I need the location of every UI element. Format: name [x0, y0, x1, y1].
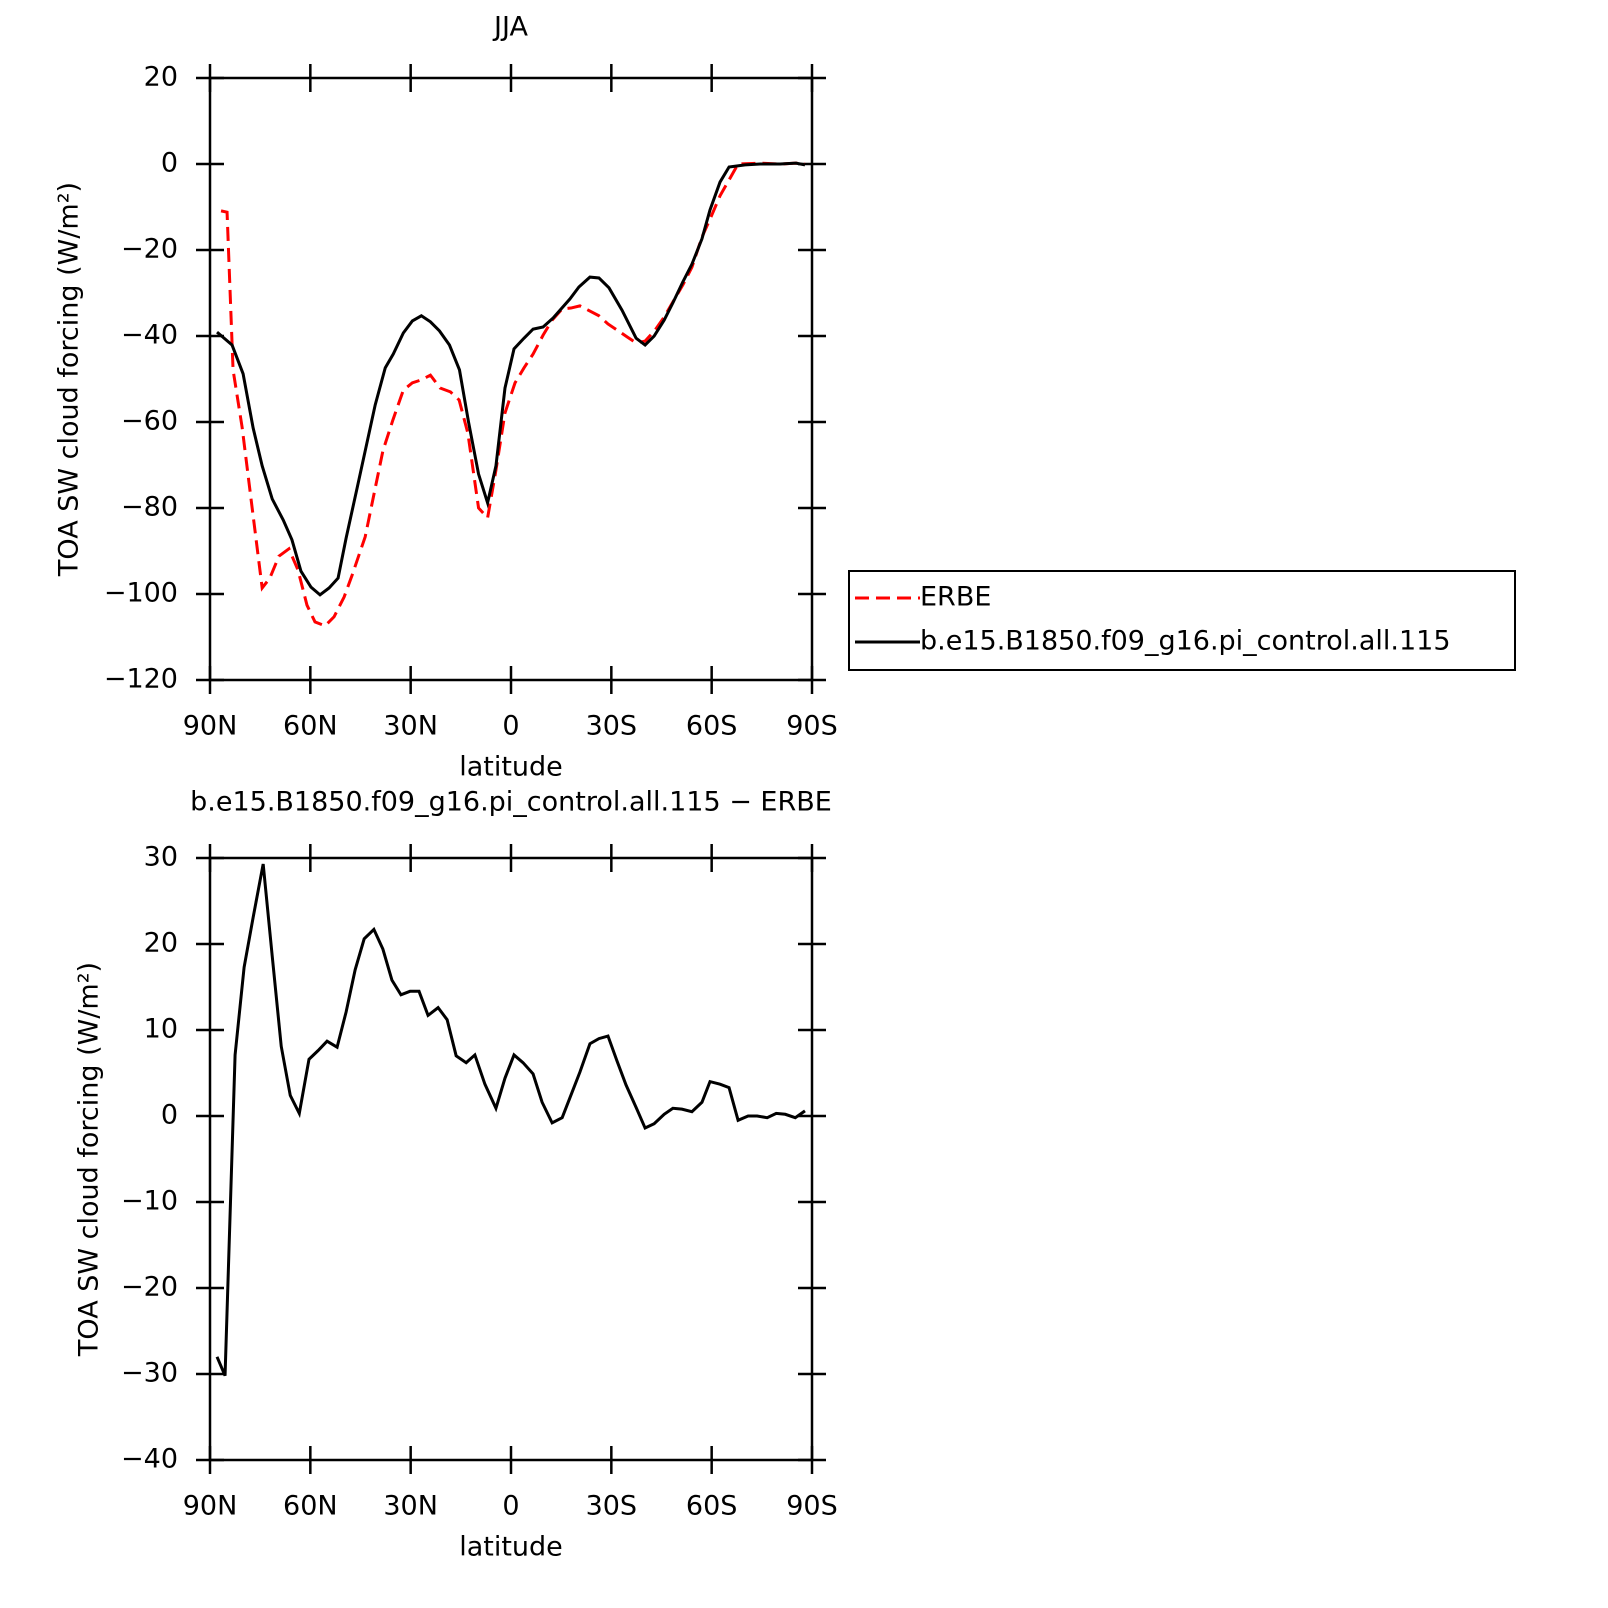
- y-tick-label: 0: [161, 148, 178, 179]
- x-tick-label: 30S: [586, 1491, 638, 1522]
- x-tick-label: 90S: [786, 1491, 838, 1522]
- x-tick-label: 90N: [183, 1491, 238, 1522]
- y-tick-label: 20: [144, 62, 178, 93]
- y-tick-label: −10: [121, 1186, 178, 1217]
- y-tick-label: −30: [121, 1358, 178, 1389]
- x-tick-label: 60N: [283, 1491, 338, 1522]
- y-tick-label: −20: [121, 1272, 178, 1303]
- legend-label: b.e15.B1850.f09_g16.pi_control.all.115: [920, 626, 1451, 657]
- x-tick-label: 90N: [183, 711, 238, 742]
- y-tick-label: −60: [121, 406, 178, 437]
- x-tick-label: 30N: [383, 1491, 438, 1522]
- y-tick-label: 30: [144, 842, 178, 873]
- y-tick-label: 10: [144, 1014, 178, 1045]
- x-axis-label: latitude: [459, 752, 563, 783]
- y-tick-label: −120: [104, 664, 178, 695]
- y-tick-label: −100: [104, 578, 178, 609]
- y-axis-label: TOA SW cloud forcing (W/m²): [74, 962, 105, 1357]
- series-line: [220, 161, 806, 628]
- x-tick-label: 0: [502, 711, 519, 742]
- y-tick-label: −40: [121, 1444, 178, 1475]
- legend-box: [848, 570, 1516, 671]
- y-tick-label: 0: [161, 1100, 178, 1131]
- series-line: [216, 161, 806, 597]
- x-tick-label: 60N: [283, 711, 338, 742]
- x-tick-label: 30N: [383, 711, 438, 742]
- chart-title: b.e15.B1850.f09_g16.pi_control.all.115 −…: [190, 787, 832, 818]
- x-tick-label: 0: [502, 1491, 519, 1522]
- x-tick-label: 60S: [686, 1491, 738, 1522]
- series-line: [215, 863, 806, 1377]
- plot-frame: [208, 856, 814, 1462]
- legend-label: ERBE: [920, 582, 991, 613]
- y-tick-label: −80: [121, 492, 178, 523]
- x-tick-label: 60S: [686, 711, 738, 742]
- x-axis-label: latitude: [459, 1532, 563, 1563]
- plot-frame: [208, 76, 814, 682]
- x-tick-label: 90S: [786, 711, 838, 742]
- y-tick-label: −20: [121, 234, 178, 265]
- x-tick-label: 30S: [586, 711, 638, 742]
- y-tick-label: 20: [144, 928, 178, 959]
- y-tick-label: −40: [121, 320, 178, 351]
- y-axis-label: TOA SW cloud forcing (W/m²): [54, 182, 85, 577]
- chart-title: JJA: [492, 12, 528, 43]
